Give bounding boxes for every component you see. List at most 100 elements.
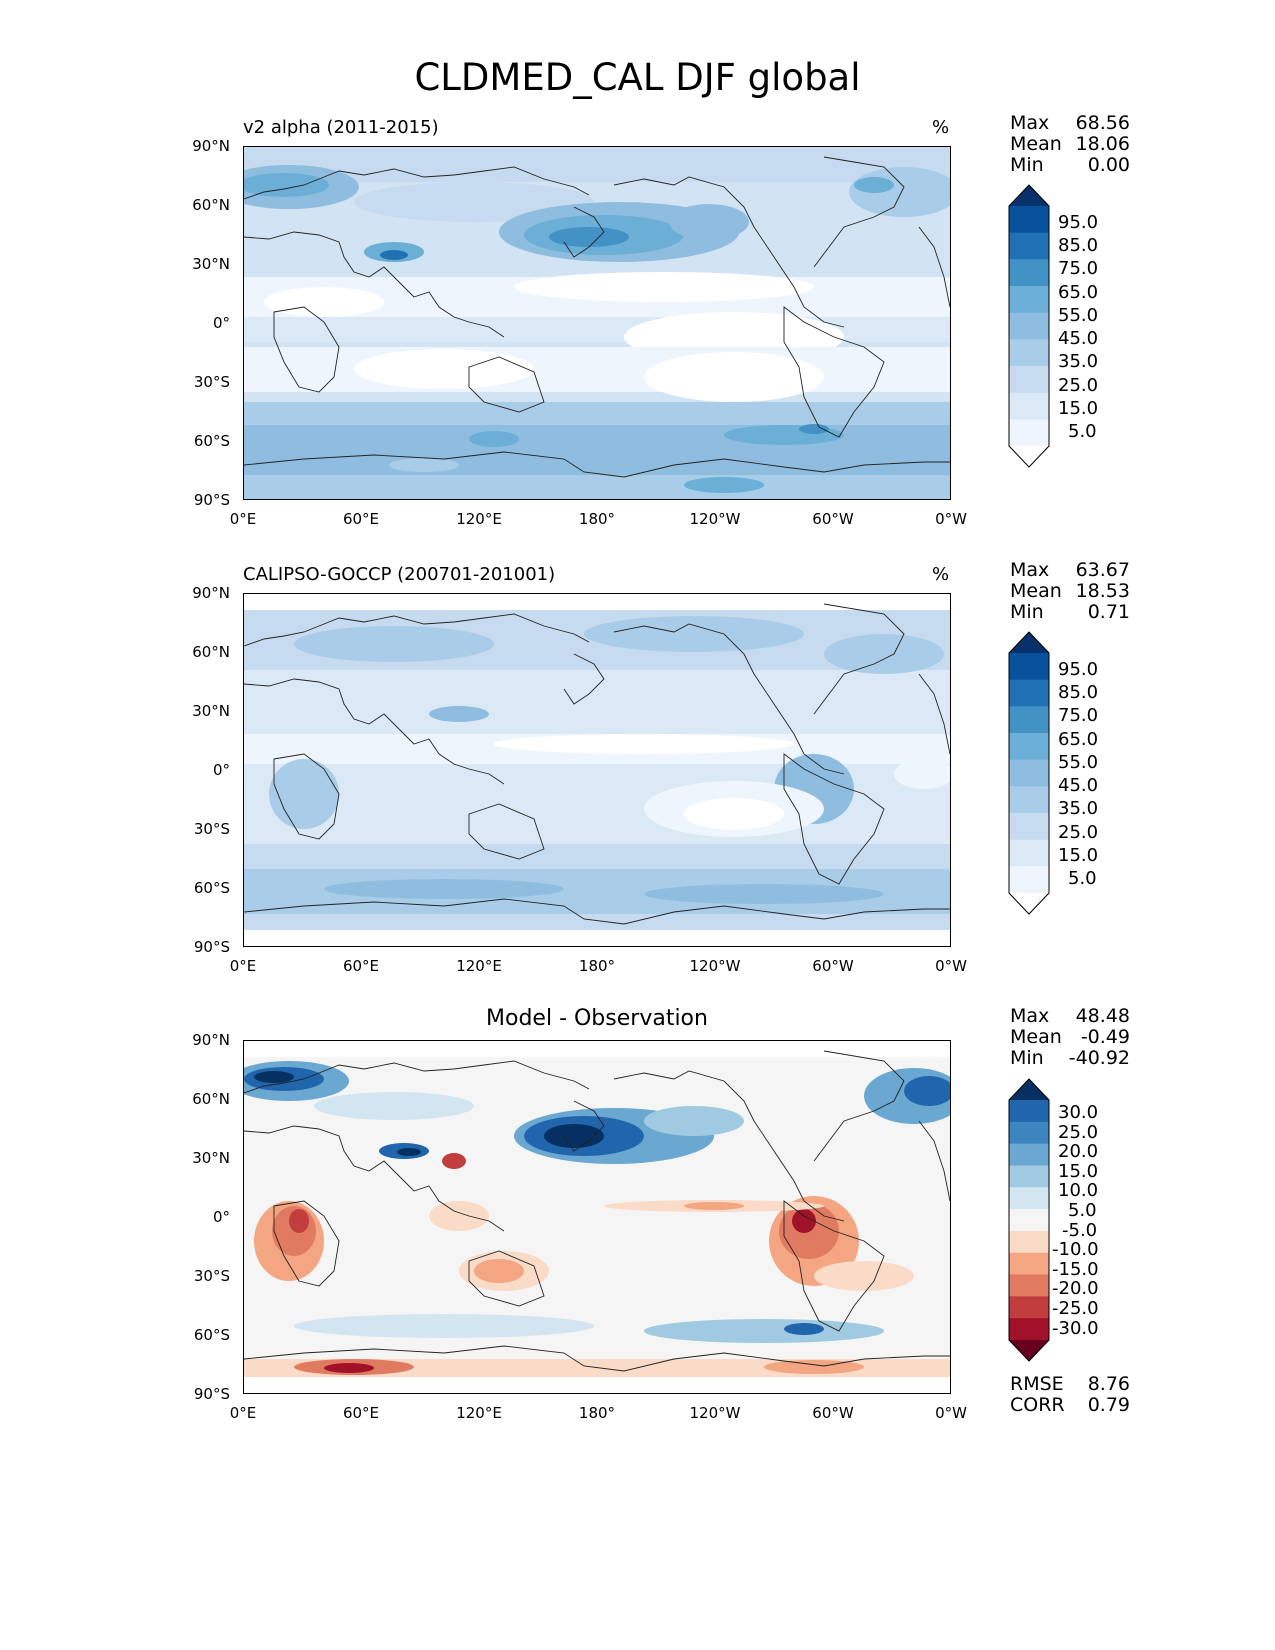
p1-lat-tick-30S: 30°S [193, 373, 230, 391]
p2-cb-label-55: 55.0 [1058, 752, 1099, 773]
colorbar-swatch [1009, 1100, 1049, 1123]
panel-2-map [243, 593, 951, 947]
colorbar-swatch [1009, 1230, 1049, 1254]
p3-cb-label-30: 30.0 [1058, 1102, 1099, 1123]
panel-3-map [243, 1040, 951, 1394]
p2-lat-tick-30S: 30°S [193, 820, 230, 838]
colorbar-swatch [1009, 733, 1049, 761]
p3-min-value: -40.92 [1068, 1047, 1130, 1069]
colorbar-swatch [1009, 1209, 1049, 1232]
p3-lat-tick-90S: 90°S [193, 1385, 230, 1403]
colorbar-swatch [1009, 419, 1049, 447]
colorbar-swatch [1009, 339, 1049, 367]
p1-lon-tick-60W: 60°W [812, 510, 854, 528]
p2-cb-label-35: 35.0 [1058, 798, 1099, 819]
panel-3-title: Model - Observation [486, 1006, 708, 1031]
p2-max-label: Max [1010, 559, 1050, 581]
p2-lon-tick-120E: 120°E [456, 957, 502, 975]
p2-cb-label-45: 45.0 [1058, 775, 1099, 796]
p3-mean-value: -0.49 [1080, 1026, 1130, 1048]
p3-cb-label-20: 20.0 [1058, 1141, 1099, 1162]
p2-cb-label-15: 15.0 [1058, 845, 1099, 866]
p1-max-label: Max [1010, 112, 1050, 134]
p3-corr-value: 0.79 [1087, 1394, 1130, 1416]
p3-lat-tick-30S: 30°S [193, 1267, 230, 1285]
colorbar-swatch [1009, 759, 1049, 787]
p2-cb-label-25: 25.0 [1058, 822, 1099, 843]
p2-cb-label-75: 75.0 [1058, 705, 1099, 726]
panel-1-field [244, 147, 950, 499]
p1-lon-tick-120W: 120°W [689, 510, 741, 528]
colorbar-swatch [1009, 786, 1049, 814]
p2-lat-tick-60S: 60°S [193, 879, 230, 897]
p2-colorbar [1008, 631, 1050, 915]
colorbar-extend-top [1009, 185, 1049, 206]
p3-lat-tick-0: 0° [212, 1208, 230, 1226]
p2-lat-tick-30N: 30°N [192, 702, 230, 720]
p1-max-value: 68.56 [1075, 112, 1130, 134]
p2-min-value: 0.71 [1087, 601, 1130, 623]
p2-lon-tick-120W: 120°W [689, 957, 741, 975]
colorbar-swatch [1009, 232, 1049, 260]
colorbar-extend-top [1009, 632, 1049, 653]
colorbar-extend-top [1009, 1079, 1049, 1100]
p2-mean-value: 18.53 [1075, 580, 1130, 602]
p1-lat-tick-0: 0° [212, 314, 230, 332]
colorbar-swatch [1009, 1296, 1049, 1319]
p1-cb-label-65: 65.0 [1058, 282, 1099, 303]
p2-cb-label-85: 85.0 [1058, 682, 1099, 703]
p2-lat-tick-0: 0° [212, 761, 230, 779]
p1-cb-label-15: 15.0 [1058, 398, 1099, 419]
p2-cb-label-65: 65.0 [1058, 729, 1099, 750]
colorbar-extend-bottom [1009, 893, 1049, 914]
panel-2-field [244, 594, 950, 946]
panel-2-subtitle: CALIPSO-GOCCP (200701-201001) [243, 564, 556, 585]
colorbar-swatch [1009, 706, 1049, 734]
p2-max-value: 63.67 [1075, 559, 1130, 581]
colorbar-swatch [1009, 259, 1049, 287]
p3-lon-tick-60E: 60°E [342, 1404, 380, 1422]
p3-cb-label-5: 5.0 [1068, 1200, 1097, 1221]
p1-cb-label-75: 75.0 [1058, 258, 1099, 279]
colorbar-swatch [1009, 1143, 1049, 1166]
panel-1-units: % [932, 117, 950, 138]
p1-lat-tick-60N: 60°N [192, 196, 230, 214]
p3-min-label: Min [1010, 1047, 1044, 1069]
p1-cb-label-45: 45.0 [1058, 328, 1099, 349]
colorbar-swatch [1009, 1165, 1049, 1188]
colorbar-swatch [1009, 813, 1049, 841]
p3-cb-label-m15: -15.0 [1052, 1259, 1099, 1280]
p1-lon-tick-180: 180° [578, 510, 616, 528]
p1-lat-tick-90S: 90°S [193, 491, 230, 509]
p3-lat-tick-60N: 60°N [192, 1090, 230, 1108]
colorbar-outline [1008, 631, 1050, 915]
figure-title: CLDMED_CAL DJF global [414, 56, 861, 99]
panel-2-units: % [932, 564, 950, 585]
p3-cb-label-m5: -5.0 [1062, 1220, 1098, 1241]
p2-cb-label-95: 95.0 [1058, 659, 1099, 680]
p1-lat-tick-30N: 30°N [192, 255, 230, 273]
p3-cb-label-m30: -30.0 [1052, 1318, 1099, 1339]
p2-cb-label-5: 5.0 [1068, 868, 1097, 889]
p1-lon-tick-120E: 120°E [456, 510, 502, 528]
p3-lon-tick-0E: 0°E [229, 1404, 257, 1422]
p3-lon-tick-60W: 60°W [812, 1404, 854, 1422]
p1-mean-label: Mean [1010, 133, 1062, 155]
p3-cb-label-25: 25.0 [1058, 1122, 1099, 1143]
p3-lat-tick-30N: 30°N [192, 1149, 230, 1167]
p3-cb-label-m25: -25.0 [1052, 1298, 1099, 1319]
p3-cb-label-m20: -20.0 [1052, 1278, 1099, 1299]
p1-lat-tick-90N: 90°N [192, 137, 230, 155]
p3-rmse-label: RMSE [1010, 1373, 1064, 1395]
p2-lat-tick-90N: 90°N [192, 584, 230, 602]
p2-mean-label: Mean [1010, 580, 1062, 602]
p3-colorbar [1008, 1078, 1050, 1362]
colorbar-swatch [1009, 653, 1049, 681]
p1-colorbar [1008, 184, 1050, 468]
p1-lon-tick-60E: 60°E [342, 510, 380, 528]
colorbar-swatch [1009, 866, 1049, 894]
p1-min-label: Min [1010, 154, 1044, 176]
p3-max-label: Max [1010, 1005, 1050, 1027]
panel-1-subtitle: v2 alpha (2011-2015) [243, 117, 439, 138]
p1-lat-tick-60S: 60°S [193, 432, 230, 450]
